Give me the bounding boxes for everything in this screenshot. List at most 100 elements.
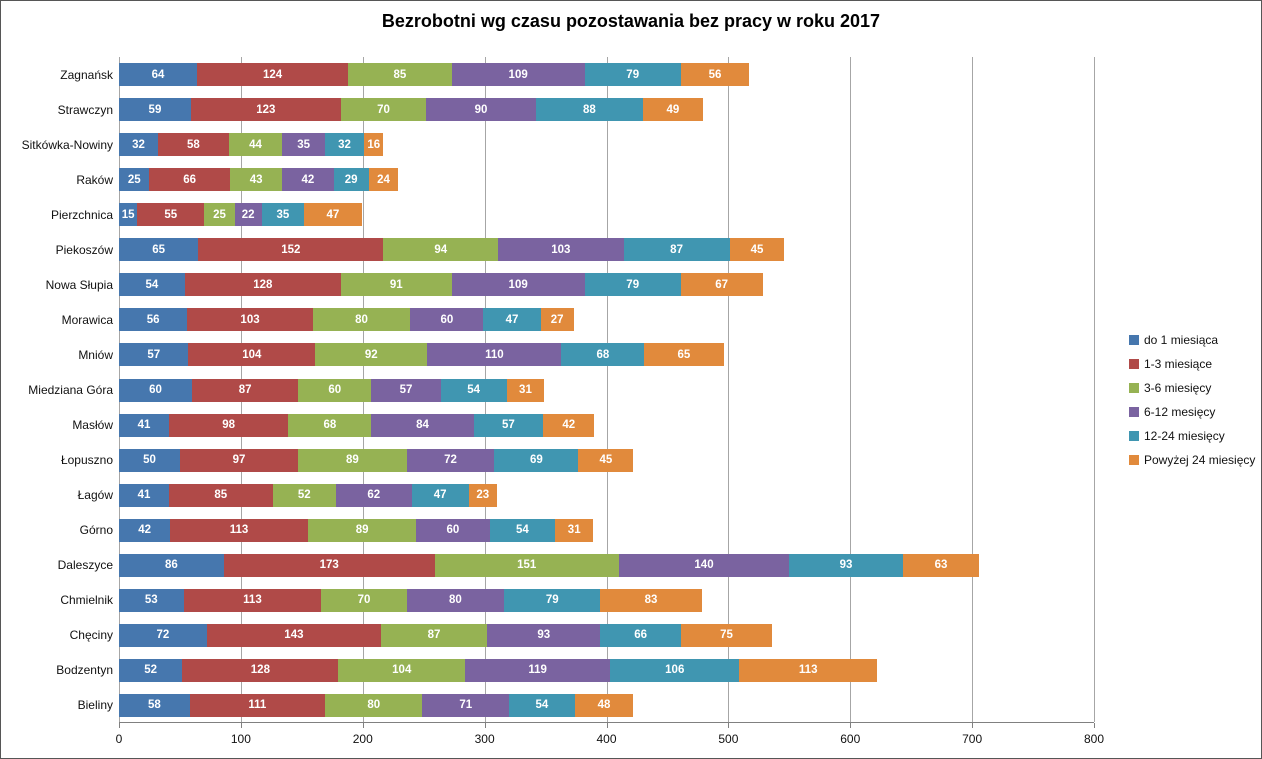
bar-segment: 57 <box>119 343 189 367</box>
bar-segment: 79 <box>584 273 681 297</box>
bar-value-label: 104 <box>392 664 412 677</box>
bar-segment: 173 <box>223 553 435 577</box>
bar-segment: 94 <box>383 238 499 262</box>
bar-segment: 69 <box>494 448 579 472</box>
bar-segment: 65 <box>644 343 724 367</box>
bar-value-label: 80 <box>355 313 368 326</box>
bar-segment: 65 <box>119 238 199 262</box>
bar-value-label: 80 <box>448 594 462 607</box>
bar-row: 64 124 85 109 79 56 <box>119 63 750 87</box>
bar-value-label: 97 <box>232 454 246 467</box>
bar-segment: 140 <box>618 553 790 577</box>
bar-segment: 152 <box>198 238 384 262</box>
bar-value-label: 54 <box>535 699 549 712</box>
x-axis-tick <box>728 723 730 728</box>
bar-row: 72 143 87 93 66 75 <box>119 623 773 647</box>
bar-value-label: 89 <box>345 454 359 467</box>
bar-value-label: 66 <box>183 173 197 186</box>
category-label: Daleszyce <box>57 558 113 573</box>
bar-value-label: 47 <box>433 489 447 502</box>
legend-label: Powyżej 24 miesięcy <box>1144 452 1256 467</box>
bar-value-label: 69 <box>530 454 543 467</box>
bar-segment: 106 <box>610 658 740 682</box>
bar-row: 65 152 94 103 87 45 <box>119 238 785 262</box>
bar-value-label: 72 <box>444 454 457 467</box>
bar-value-label: 24 <box>377 173 390 186</box>
bar-segment: 80 <box>312 308 411 332</box>
bar-segment: 43 <box>229 168 283 192</box>
bar-row: 41 98 68 84 57 42 <box>119 413 595 437</box>
x-axis-tick-label: 600 <box>840 732 861 746</box>
bar-segment: 47 <box>483 308 541 332</box>
x-axis-tick <box>606 723 608 728</box>
bar-value-label: 57 <box>501 419 515 432</box>
bar-value-label: 103 <box>240 313 260 326</box>
bar-value-label: 58 <box>147 699 161 712</box>
bar-segment: 56 <box>680 63 750 87</box>
bar-value-label: 57 <box>399 384 413 396</box>
bar-segment: 90 <box>426 98 536 122</box>
bar-value-label: 60 <box>446 524 460 537</box>
legend-swatch <box>1129 454 1139 465</box>
bar-value-label: 119 <box>528 664 547 677</box>
bar-value-label: 66 <box>634 629 648 642</box>
bar-value-label: 71 <box>459 699 473 712</box>
legend-label: 6-12 mesięcy <box>1144 404 1216 419</box>
x-axis-tick <box>972 723 974 728</box>
bar-value-label: 25 <box>127 173 141 186</box>
bar-segment: 23 <box>468 483 497 507</box>
bar-value-label: 57 <box>147 348 161 361</box>
bar-segment: 104 <box>188 343 316 367</box>
legend-item: do 1 miesiąca <box>1129 331 1255 348</box>
bar-segment: 113 <box>170 518 308 542</box>
bar-value-label: 90 <box>474 103 488 116</box>
bar-value-label: 152 <box>281 243 301 256</box>
bar-segment: 47 <box>411 483 469 507</box>
bar-value-label: 54 <box>516 524 529 537</box>
bar-value-label: 42 <box>562 419 576 432</box>
bar-segment: 22 <box>234 203 262 227</box>
bar-row: 57 104 92 110 68 65 <box>119 343 724 367</box>
bar-value-label: 113 <box>229 524 249 537</box>
legend-label: do 1 miesiąca <box>1144 332 1219 347</box>
bar-segment: 97 <box>179 448 299 472</box>
bar-segment: 55 <box>137 203 205 227</box>
legend-label: 1-3 miesiące <box>1144 356 1213 371</box>
bar-segment: 104 <box>338 658 466 682</box>
bar-row: 50 97 89 72 69 45 <box>119 448 634 472</box>
bar-segment: 52 <box>272 483 336 507</box>
x-axis-labels: 0 100 200 300 400 500 600 700 800 <box>1 732 1261 750</box>
bar-segment: 66 <box>149 168 230 192</box>
bar-value-label: 110 <box>485 348 504 361</box>
bar-segment: 27 <box>540 308 574 332</box>
category-label: Sitkówka-Nowiny <box>21 137 113 152</box>
bar-row: 60 87 60 57 54 31 <box>119 378 545 402</box>
bar-value-label: 32 <box>338 138 351 151</box>
bar-value-label: 23 <box>476 489 490 502</box>
bar-value-label: 85 <box>214 489 228 502</box>
bar-segment: 80 <box>324 693 423 717</box>
bar-value-label: 68 <box>596 348 610 361</box>
bar-segment: 42 <box>543 413 595 437</box>
bar-value-label: 65 <box>677 348 691 361</box>
bar-segment: 68 <box>561 343 645 367</box>
bar-value-label: 35 <box>276 208 290 221</box>
bar-value-label: 85 <box>393 68 407 81</box>
bar-row: 42 113 89 60 54 31 <box>119 518 594 542</box>
bar-segment: 35 <box>261 203 305 227</box>
bar-value-label: 48 <box>597 699 611 712</box>
bar-segment: 75 <box>680 623 773 647</box>
bar-segment: 54 <box>119 273 185 297</box>
y-axis-labels: Zagnańsk Strawczyn Sitkówka-Nowiny Raków Pie… <box>1 57 113 723</box>
bar-row: 25 66 43 42 29 24 <box>119 168 399 192</box>
category-label: Morawica <box>61 312 113 327</box>
bar-segment: 58 <box>158 133 229 157</box>
bar-value-label: 50 <box>143 454 156 467</box>
bar-value-label: 113 <box>243 594 262 607</box>
legend: do 1 miesiąca 1-3 miesiące 3-6 miesięcy 6-1… <box>1129 331 1255 468</box>
bar-value-label: 79 <box>626 278 640 291</box>
bar-segment: 57 <box>473 413 544 437</box>
bar-segment: 60 <box>119 378 193 402</box>
bar-segment: 83 <box>600 588 702 612</box>
